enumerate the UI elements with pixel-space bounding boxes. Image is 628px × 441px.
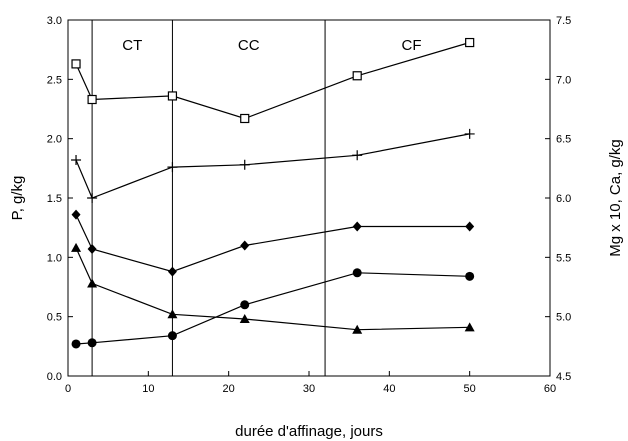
data-point-square <box>240 113 250 124</box>
y-tick-label: 1.5 <box>47 193 62 205</box>
data-point-circle <box>71 339 81 349</box>
y2-tick-label: 5.0 <box>556 312 571 324</box>
phase-label-cc: CC <box>238 37 260 54</box>
data-point-circle <box>465 271 475 281</box>
series-line-triangle <box>75 247 470 331</box>
data-point-triangle <box>352 324 363 334</box>
y-tick-label: 2.5 <box>47 74 62 86</box>
y-tick-label: 3.0 <box>47 15 62 27</box>
data-point-plus <box>167 162 178 173</box>
y-tick-label: 0.5 <box>47 312 62 324</box>
data-point-square <box>71 59 81 69</box>
x-tick-label: 30 <box>303 383 315 395</box>
y-tick-label: 0.0 <box>47 371 62 383</box>
y2-tick-label: 7.5 <box>556 15 571 27</box>
series-line-circle <box>75 272 470 345</box>
data-point-triangle <box>167 309 178 319</box>
y2-tick-label: 6.5 <box>556 134 571 146</box>
series-line-plus <box>75 133 470 199</box>
data-point-circle <box>167 331 177 341</box>
data-point-square <box>167 91 178 101</box>
x-tick-label: 10 <box>142 383 154 395</box>
data-point-diamond <box>167 266 177 277</box>
y2-tick-label: 7.0 <box>556 74 571 86</box>
data-point-diamond <box>465 221 475 232</box>
data-point-square <box>352 71 362 81</box>
x-tick-label: 0 <box>65 383 71 395</box>
data-point-plus <box>71 155 82 166</box>
phase-lines: CT CC CF <box>91 20 422 376</box>
phase-label-ct: CT <box>122 37 142 54</box>
series-layer <box>71 37 475 349</box>
data-point-diamond <box>240 240 250 251</box>
data-point-circle <box>87 338 97 348</box>
data-point-triangle <box>239 314 250 324</box>
data-point-square <box>87 94 97 105</box>
data-point-triangle <box>71 242 82 252</box>
data-point-triangle <box>87 278 98 288</box>
data-point-square <box>465 37 475 48</box>
series-plus <box>71 128 475 203</box>
x-tick-label: 20 <box>223 383 235 395</box>
data-point-plus <box>87 193 98 203</box>
data-point-diamond <box>71 209 81 220</box>
y2-axis-title: Mg x 10, Ca, g/kg <box>607 139 624 257</box>
data-point-diamond <box>87 244 97 255</box>
series-triangle <box>71 242 475 334</box>
plot-area <box>67 19 551 377</box>
data-point-plus <box>464 128 475 139</box>
phase-label-cf: CF <box>402 37 422 54</box>
series-line-square <box>75 41 470 120</box>
y-tick-label: 2.0 <box>47 134 62 146</box>
series-circle <box>71 268 475 349</box>
axis-ticks: 0 10 20 30 40 50 60 0.0 0.5 1.0 1.5 2.0 2.5 3.0 4.5 5.0… <box>47 15 572 395</box>
series-square <box>71 37 475 124</box>
data-point-plus <box>352 150 363 161</box>
y2-tick-label: 6.0 <box>556 193 571 205</box>
data-point-circle <box>240 300 250 310</box>
y-tick-label: 1.0 <box>47 252 62 264</box>
y2-tick-label: 5.5 <box>556 252 571 264</box>
data-point-triangle <box>464 322 475 332</box>
x-tick-label: 50 <box>464 383 476 395</box>
data-point-diamond <box>352 221 362 232</box>
data-point-circle <box>352 268 362 278</box>
y2-tick-label: 4.5 <box>556 371 571 383</box>
x-tick-label: 40 <box>383 383 395 395</box>
x-tick-label: 60 <box>544 383 556 395</box>
x-axis-title: durée d'affinage, jours <box>235 423 383 440</box>
series-line-diamond <box>75 214 470 273</box>
y-axis-title: P, g/kg <box>9 176 26 221</box>
series-diamond <box>71 209 475 277</box>
data-point-plus <box>239 159 250 170</box>
